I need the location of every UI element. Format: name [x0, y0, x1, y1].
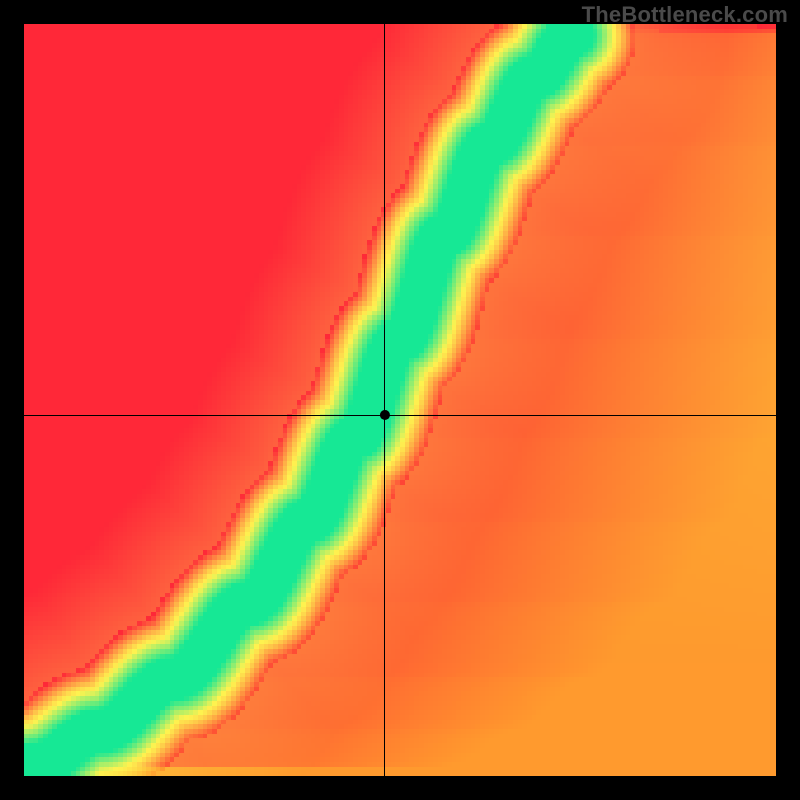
heatmap-canvas: [24, 24, 776, 776]
heatmap-plot: [24, 24, 776, 776]
crosshair-horizontal: [24, 415, 776, 416]
watermark-text: TheBottleneck.com: [582, 2, 788, 28]
crosshair-vertical: [384, 24, 385, 776]
chart-container: TheBottleneck.com: [0, 0, 800, 800]
